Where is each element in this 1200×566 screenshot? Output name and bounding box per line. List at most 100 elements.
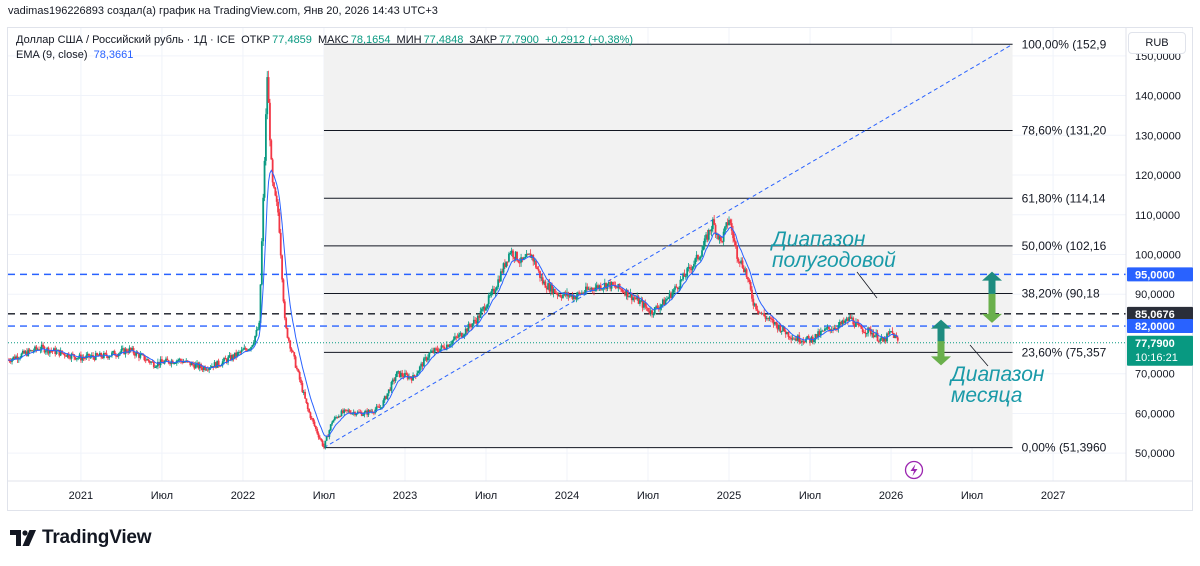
candle-body bbox=[589, 288, 591, 290]
candle-body bbox=[459, 332, 462, 335]
candle-body bbox=[707, 230, 710, 240]
y-axis-tick-label: 140,0000 bbox=[1135, 91, 1181, 103]
candle-body bbox=[314, 426, 317, 429]
candle-body bbox=[863, 332, 865, 334]
candle-body bbox=[490, 291, 493, 296]
candle-body bbox=[737, 258, 740, 262]
candle-body bbox=[761, 313, 764, 315]
candle-body bbox=[13, 356, 16, 360]
candle-body bbox=[400, 372, 402, 378]
candle-body bbox=[555, 292, 558, 294]
candle-body bbox=[239, 351, 242, 353]
candle-body bbox=[670, 292, 672, 298]
candle-body bbox=[753, 303, 756, 306]
candle-body bbox=[775, 321, 778, 325]
candle-body bbox=[290, 348, 293, 351]
candle-body bbox=[865, 333, 868, 335]
candle-body bbox=[296, 367, 298, 370]
candle-body bbox=[768, 317, 771, 319]
candle-body bbox=[844, 320, 847, 323]
candle-body bbox=[626, 289, 629, 298]
candle-body bbox=[134, 353, 136, 356]
currency-button[interactable]: RUB bbox=[1128, 32, 1186, 54]
candle-body bbox=[887, 333, 890, 335]
candle-body bbox=[745, 269, 748, 278]
annotation-month-line2: месяца bbox=[951, 384, 1023, 407]
candle-body bbox=[183, 361, 186, 363]
tradingview-logo[interactable]: TradingView bbox=[10, 527, 152, 549]
candle-body bbox=[576, 292, 579, 297]
candle-body bbox=[313, 421, 316, 427]
candle-body bbox=[647, 307, 649, 312]
candle-body bbox=[255, 330, 258, 336]
candle-body bbox=[115, 355, 117, 357]
annotation-month-line1: Диапазон bbox=[951, 363, 1045, 386]
candle-body bbox=[819, 331, 822, 336]
candle-body bbox=[801, 340, 803, 343]
candle-body bbox=[264, 114, 267, 161]
candle-body bbox=[474, 319, 477, 321]
candle-body bbox=[344, 409, 347, 411]
candle-body bbox=[308, 409, 311, 413]
candle-body bbox=[529, 253, 532, 258]
candle-body bbox=[509, 252, 512, 254]
candle-body bbox=[825, 328, 828, 330]
candle-body bbox=[382, 400, 385, 408]
candle-body bbox=[782, 326, 784, 331]
candle-body bbox=[679, 279, 682, 288]
candle-body bbox=[256, 329, 259, 331]
candle-body bbox=[77, 357, 80, 359]
candle-body bbox=[12, 356, 15, 359]
candle-body bbox=[817, 331, 820, 338]
candle-body bbox=[501, 271, 504, 273]
candle-body bbox=[456, 336, 459, 338]
candle-body bbox=[470, 326, 473, 328]
candle-body bbox=[544, 281, 547, 288]
candle-body bbox=[805, 338, 807, 343]
candle-body bbox=[325, 436, 328, 441]
candle-body bbox=[838, 322, 841, 326]
candle-body bbox=[135, 351, 138, 356]
candle-body bbox=[713, 219, 716, 225]
candle-body bbox=[524, 257, 527, 259]
candle-body bbox=[810, 336, 813, 343]
candle-body bbox=[476, 315, 479, 324]
candle-body bbox=[48, 350, 51, 354]
candle-body bbox=[539, 270, 541, 278]
candle-body bbox=[526, 254, 529, 256]
candle-body bbox=[402, 376, 405, 378]
candle-body bbox=[337, 416, 340, 418]
candle-body bbox=[505, 261, 508, 268]
candle-body bbox=[671, 292, 674, 298]
candle-body bbox=[244, 347, 247, 350]
candle-body bbox=[237, 351, 240, 353]
candle-body bbox=[339, 416, 342, 418]
candle-body bbox=[129, 347, 132, 351]
candle-body bbox=[174, 362, 177, 364]
ema-label[interactable]: EMA (9, close) bbox=[16, 49, 88, 61]
candle-body bbox=[440, 345, 443, 349]
candle-body bbox=[779, 325, 782, 332]
candle-body bbox=[668, 292, 671, 298]
close-label: ЗАКР bbox=[469, 34, 498, 46]
candle-body bbox=[842, 320, 845, 323]
candle-body bbox=[150, 361, 153, 363]
candle-body bbox=[630, 292, 633, 301]
candle-body bbox=[398, 371, 401, 378]
candle-body bbox=[26, 351, 28, 356]
candle-body bbox=[221, 361, 224, 366]
candle-body bbox=[147, 359, 150, 361]
x-axis-tick-label: Июл bbox=[637, 490, 659, 502]
candle-body bbox=[413, 375, 416, 377]
x-axis-tick-label: 2021 bbox=[69, 490, 93, 502]
candle-body bbox=[578, 292, 581, 294]
x-axis-tick-label: Июл bbox=[475, 490, 497, 502]
candle-body bbox=[585, 286, 587, 293]
candle-body bbox=[590, 288, 593, 290]
candle-body bbox=[405, 372, 408, 375]
candle-body bbox=[417, 371, 420, 374]
candle-body bbox=[678, 287, 680, 290]
symbol-title[interactable]: Доллар США / Российский рубль · 1Д · ICE bbox=[16, 34, 236, 46]
candle-body bbox=[518, 262, 521, 264]
